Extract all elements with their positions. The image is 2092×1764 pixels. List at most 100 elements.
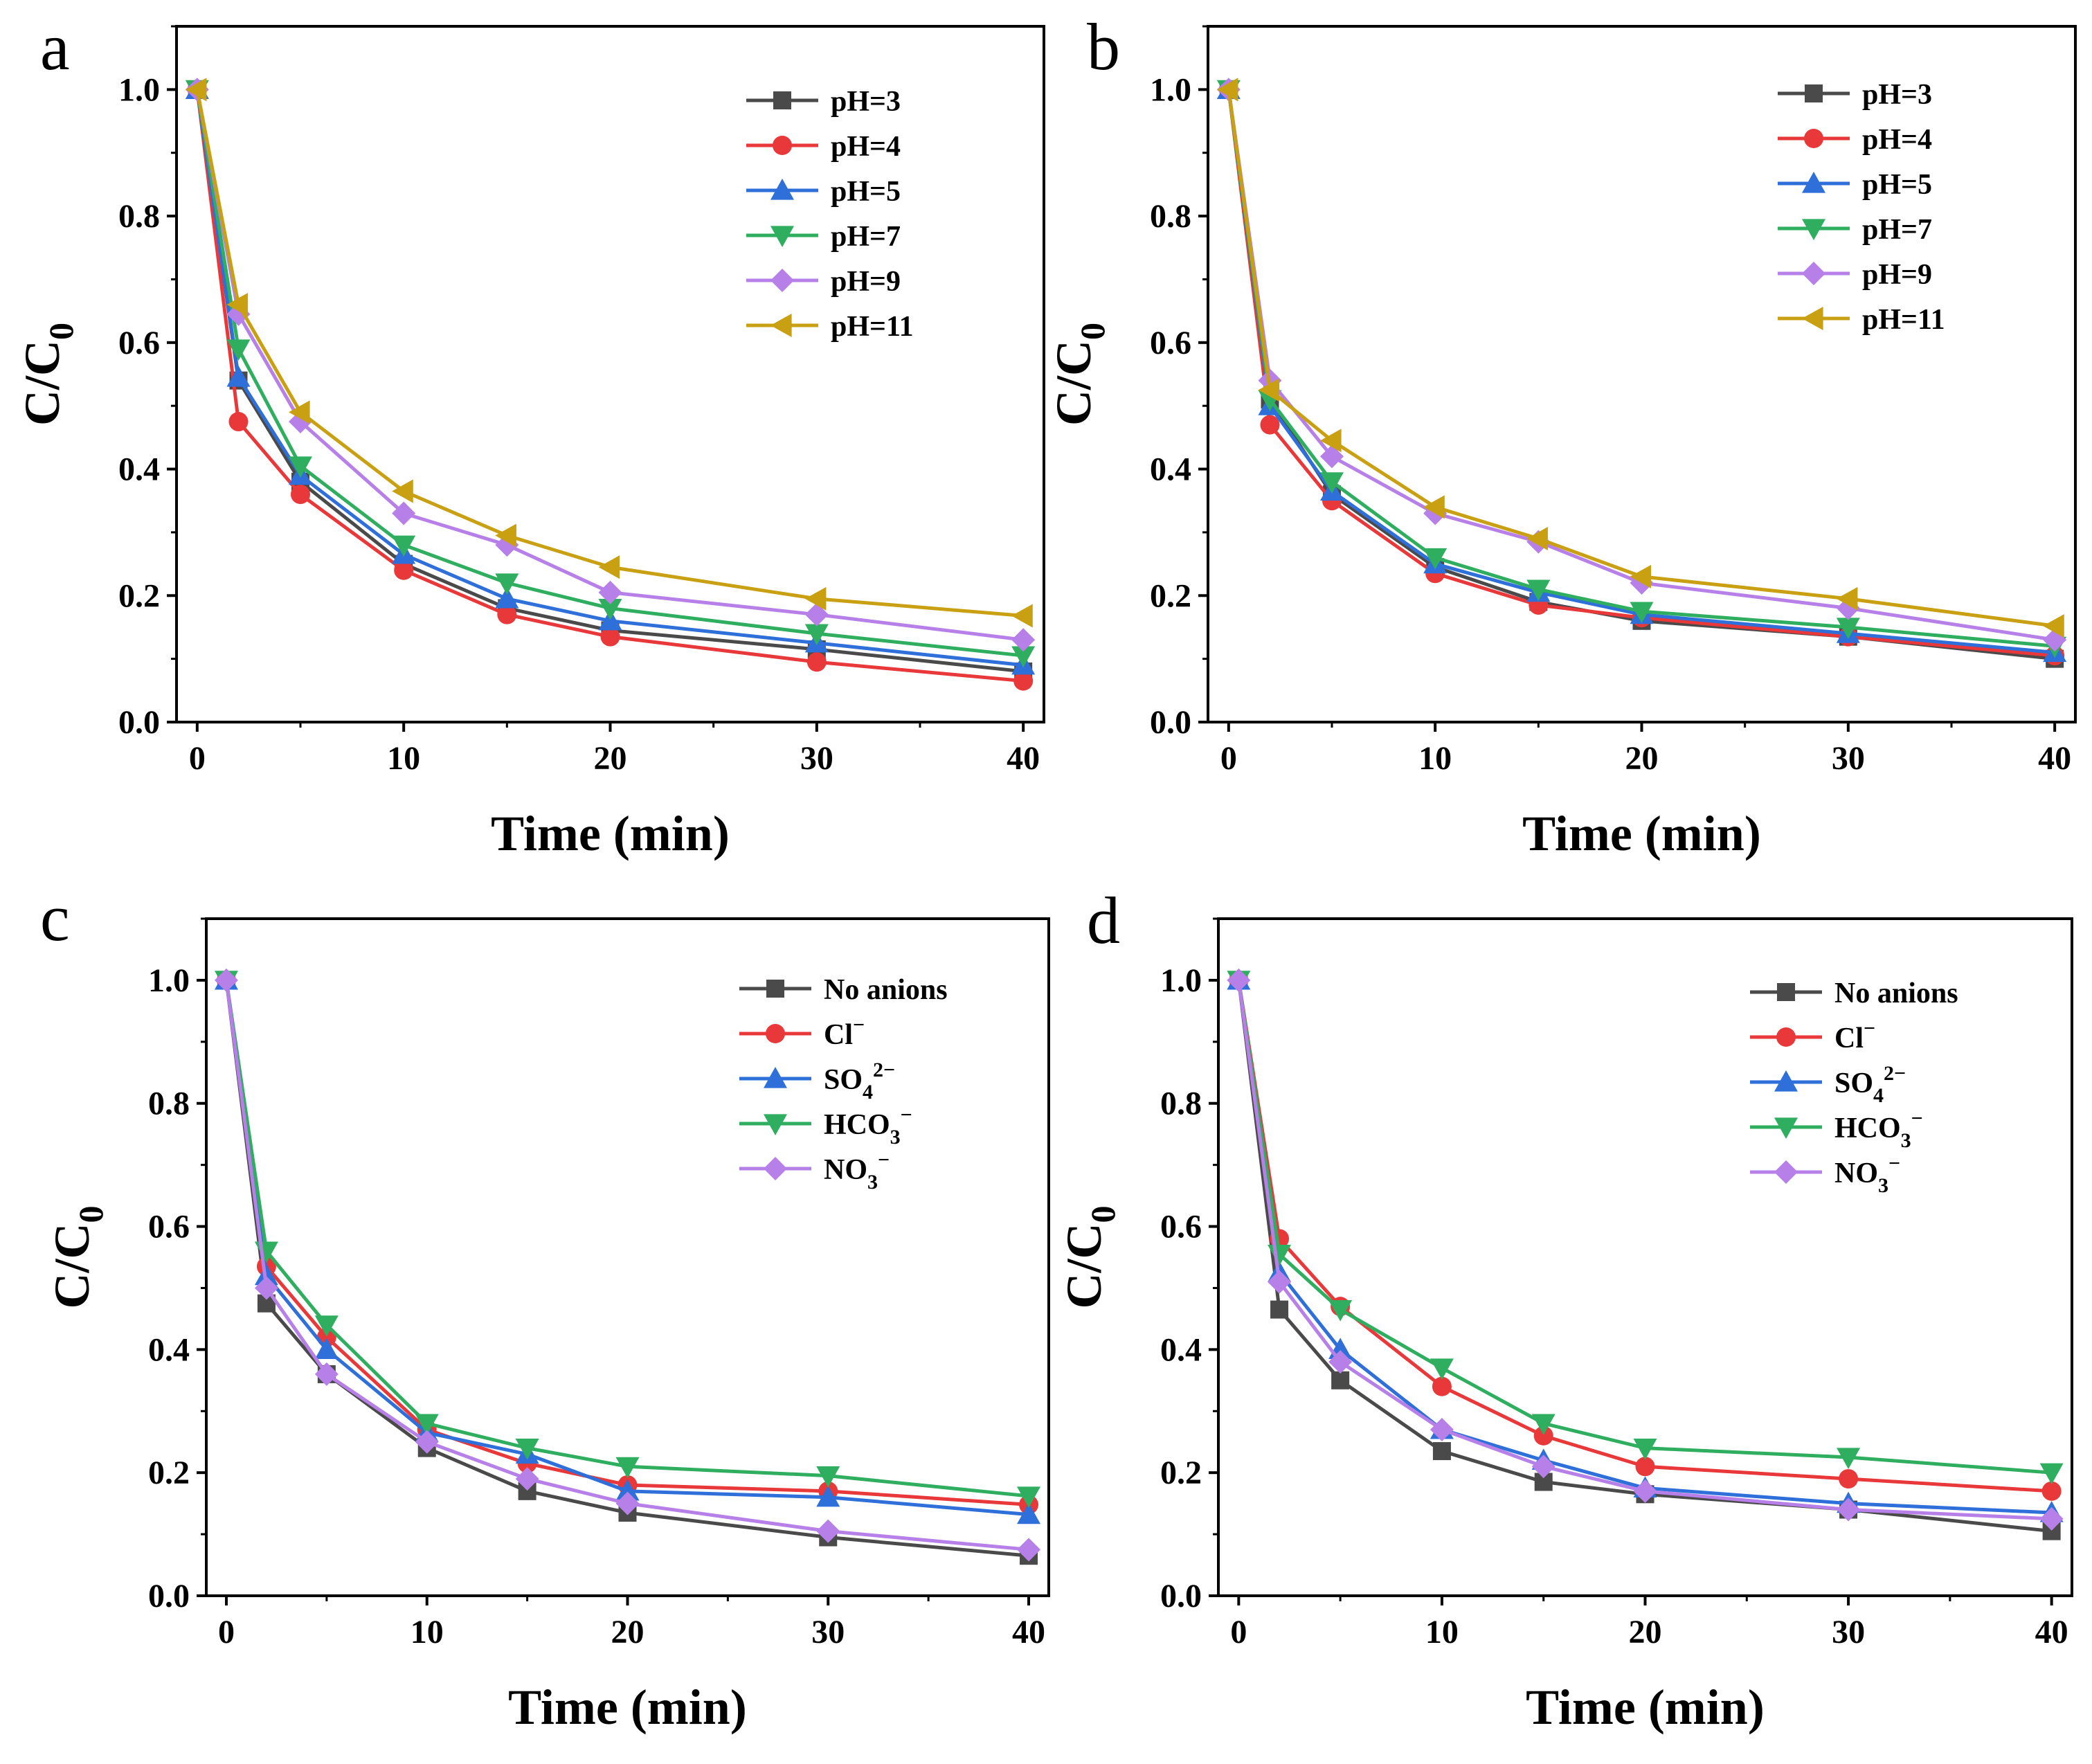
legend-marker (1776, 1027, 1796, 1047)
series-line (195, 89, 1024, 683)
y-tick-label: 0.2 (1160, 1455, 1202, 1491)
legend-label: NO3− (824, 1149, 890, 1194)
legend-entry: pH=5 (746, 176, 901, 208)
legend-text-run: 4 (863, 1081, 873, 1104)
data-point (2039, 1506, 2064, 1531)
x-tick-label: 0 (189, 740, 206, 777)
y-tick-label: 0.8 (1160, 1086, 1202, 1122)
legend-entry: NO3− (739, 1149, 890, 1194)
data-point (1633, 1479, 1657, 1503)
legend-marker (1802, 219, 1825, 240)
series-line (1227, 89, 2055, 648)
legend-label: SO42− (1834, 1062, 1906, 1107)
data-point (1320, 429, 1342, 453)
legend-entry: pH=9 (746, 266, 901, 298)
data-point (1430, 1358, 1454, 1380)
y-tick-label: 0.2 (148, 1455, 190, 1491)
legend-label: pH=4 (1862, 124, 1932, 156)
x-axis-title: Time (min) (508, 1680, 747, 1735)
legend-marker (1774, 1070, 1798, 1092)
panel-letter: c (40, 881, 70, 955)
series-line (195, 89, 1024, 642)
legend-label: pH=3 (1862, 79, 1932, 111)
data-point (1260, 415, 1280, 435)
data-point (1533, 1425, 1553, 1446)
data-point (816, 1519, 840, 1543)
legend-entry: No anions (1750, 978, 1958, 1009)
data-point (1423, 548, 1448, 570)
data-point (1268, 1270, 1292, 1294)
legend-text-run: pH=3 (1862, 79, 1932, 111)
legend-label: HCO3− (1834, 1107, 1923, 1152)
y-tick-label: 1.0 (148, 962, 190, 999)
data-point (254, 1263, 278, 1286)
legend-text-run: HCO (1834, 1113, 1901, 1144)
data-point (598, 555, 620, 579)
data-point (1633, 1439, 1657, 1460)
y-tick-label: 0.8 (148, 1086, 190, 1122)
data-point (598, 580, 622, 604)
legend-text-run: − (1888, 1152, 1900, 1175)
legend-text-run: pH=9 (831, 266, 901, 298)
y-axis-title-main: C/C (1046, 340, 1101, 426)
data-point (254, 1276, 278, 1300)
data-point (415, 1430, 439, 1454)
data-point (615, 1491, 640, 1515)
legend-marker (1802, 172, 1825, 193)
y-tick-label: 0.0 (1160, 1578, 1202, 1614)
series-3 (1227, 971, 2064, 1485)
data-point (1526, 527, 1548, 551)
y-axis-title-main: C/C (15, 340, 70, 426)
y-tick-label: 0.6 (148, 1209, 190, 1245)
y-axis-title-main: C/C (1056, 1223, 1112, 1309)
legend-text-run: pH=9 (1862, 259, 1932, 291)
legend-marker (1774, 1160, 1798, 1184)
x-tick-label: 40 (1012, 1614, 1045, 1650)
legend-marker (770, 226, 794, 247)
legend-label: SO42− (824, 1059, 895, 1104)
data-point (291, 485, 310, 505)
legend-entry: SO42− (1750, 1062, 1906, 1107)
legend-entry: pH=11 (746, 311, 914, 343)
legend-entry: pH=5 (1778, 169, 1932, 201)
y-tick-label: 0.0 (1150, 704, 1191, 741)
legend-marker (1777, 983, 1795, 1001)
legend-text-run: − (1911, 1107, 1923, 1130)
legend-label: pH=9 (1862, 259, 1932, 291)
legend-text-run: pH=11 (1862, 304, 1945, 336)
y-axis-title-subscript: 0 (71, 1206, 110, 1223)
legend-marker (770, 269, 794, 292)
series-4 (1227, 968, 2064, 1531)
x-tick-label: 20 (611, 1614, 644, 1650)
legend-text-run: 3 (1878, 1174, 1888, 1197)
y-tick-label: 0.8 (1150, 198, 1191, 235)
y-tick-label: 0.4 (118, 451, 160, 488)
data-point (392, 479, 413, 503)
data-point (495, 523, 516, 548)
data-point (1837, 1448, 1861, 1469)
legend-entry: pH=4 (1778, 124, 1932, 156)
legend-entry: HCO3− (739, 1104, 912, 1149)
data-point (816, 1466, 840, 1488)
series-line (224, 980, 1029, 1498)
data-point (497, 604, 517, 624)
data-point (1013, 671, 1034, 691)
legend-label: pH=5 (831, 176, 901, 208)
legend-label: pH=9 (831, 266, 901, 298)
y-tick-label: 0.0 (118, 704, 160, 741)
data-point (1837, 1497, 1861, 1522)
legend-marker (1774, 1117, 1798, 1139)
y-axis-title: C/C0 (1046, 323, 1112, 426)
data-point (1320, 472, 1344, 494)
y-tick-label: 0.4 (1150, 451, 1191, 488)
data-point (314, 1362, 339, 1386)
series-line (195, 89, 1024, 674)
data-point (2039, 1463, 2064, 1485)
legend-entry: pH=9 (1778, 259, 1932, 291)
series-line (224, 980, 1029, 1517)
data-point (1630, 602, 1654, 624)
data-point (615, 1479, 640, 1501)
x-tick-label: 30 (1832, 740, 1865, 777)
legend-text-run: pH=5 (831, 176, 901, 208)
